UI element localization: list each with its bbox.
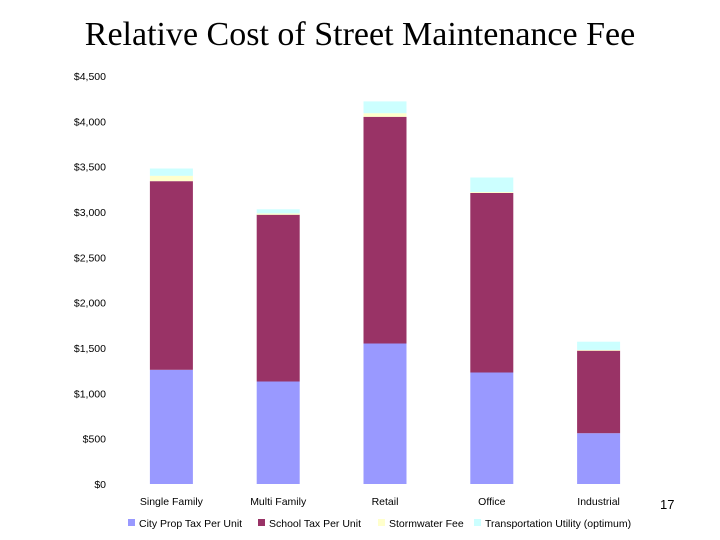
- legend-label: School Tax Per Unit: [269, 518, 361, 530]
- bar-segment: [149, 181, 193, 370]
- legend-label: Stormwater Fee: [389, 518, 464, 530]
- legend-swatch: [378, 519, 385, 526]
- y-tick-label: $4,000: [74, 116, 106, 128]
- bar-segment: [363, 116, 407, 344]
- y-tick-label: $3,500: [74, 162, 106, 174]
- legend-swatch: [128, 519, 135, 526]
- y-tick-label: $3,000: [74, 207, 106, 219]
- y-tick-label: $500: [83, 434, 107, 446]
- bar-segment: [470, 193, 514, 373]
- bar-segment: [470, 177, 514, 192]
- bars: [149, 101, 621, 484]
- bar-segment: [470, 192, 514, 193]
- legend-swatch: [258, 519, 265, 526]
- x-category-label: Office: [478, 496, 505, 508]
- bar-segment: [256, 214, 300, 382]
- bar-segment: [149, 369, 193, 484]
- y-tick-label: $1,500: [74, 343, 106, 355]
- bar-segment: [363, 113, 407, 117]
- bar-segment: [577, 349, 621, 351]
- slide-title: Relative Cost of Street Maintenance Fee: [84, 16, 636, 53]
- x-category-label: Industrial: [577, 496, 620, 508]
- bar-segment: [256, 213, 300, 215]
- x-category-label: Multi Family: [250, 496, 307, 508]
- legend-item: Stormwater Fee: [378, 518, 464, 530]
- bar-segment: [363, 343, 407, 484]
- bar-segment: [149, 168, 193, 176]
- y-tick-label: $2,000: [74, 298, 106, 310]
- legend-swatch: [474, 519, 481, 526]
- x-axis: Single Family Multi Family Retail Office Ind…: [140, 496, 620, 508]
- legend-item: City Prop Tax Per Unit: [128, 518, 242, 530]
- bar-segment: [256, 209, 300, 214]
- slide-number: 17: [660, 497, 675, 512]
- y-tick-label: $2,500: [74, 252, 106, 264]
- legend-label: City Prop Tax Per Unit: [139, 518, 242, 530]
- legend-item: Transportation Utility (optimum): [474, 518, 631, 530]
- bar-segment: [363, 101, 407, 114]
- bar-segment: [577, 341, 621, 350]
- bar-segment: [256, 381, 300, 484]
- y-tick-label: $1,000: [74, 388, 106, 400]
- bar-segment: [149, 175, 193, 182]
- y-tick-label: $0: [94, 479, 106, 491]
- legend: City Prop Tax Per Unit School Tax Per Uni…: [128, 518, 631, 530]
- legend-label: Transportation Utility (optimum): [485, 518, 631, 530]
- y-axis: $0 $500 $1,000 $1,500 $2,000 $2,500 $3,000 $3,5…: [74, 71, 106, 491]
- x-category-label: Retail: [372, 496, 399, 508]
- bar-segment: [577, 350, 621, 434]
- y-tick-label: $4,500: [74, 71, 106, 83]
- bar-segment: [577, 433, 621, 484]
- bar-segment: [470, 372, 514, 484]
- x-category-label: Single Family: [140, 496, 204, 508]
- legend-item: School Tax Per Unit: [258, 518, 361, 530]
